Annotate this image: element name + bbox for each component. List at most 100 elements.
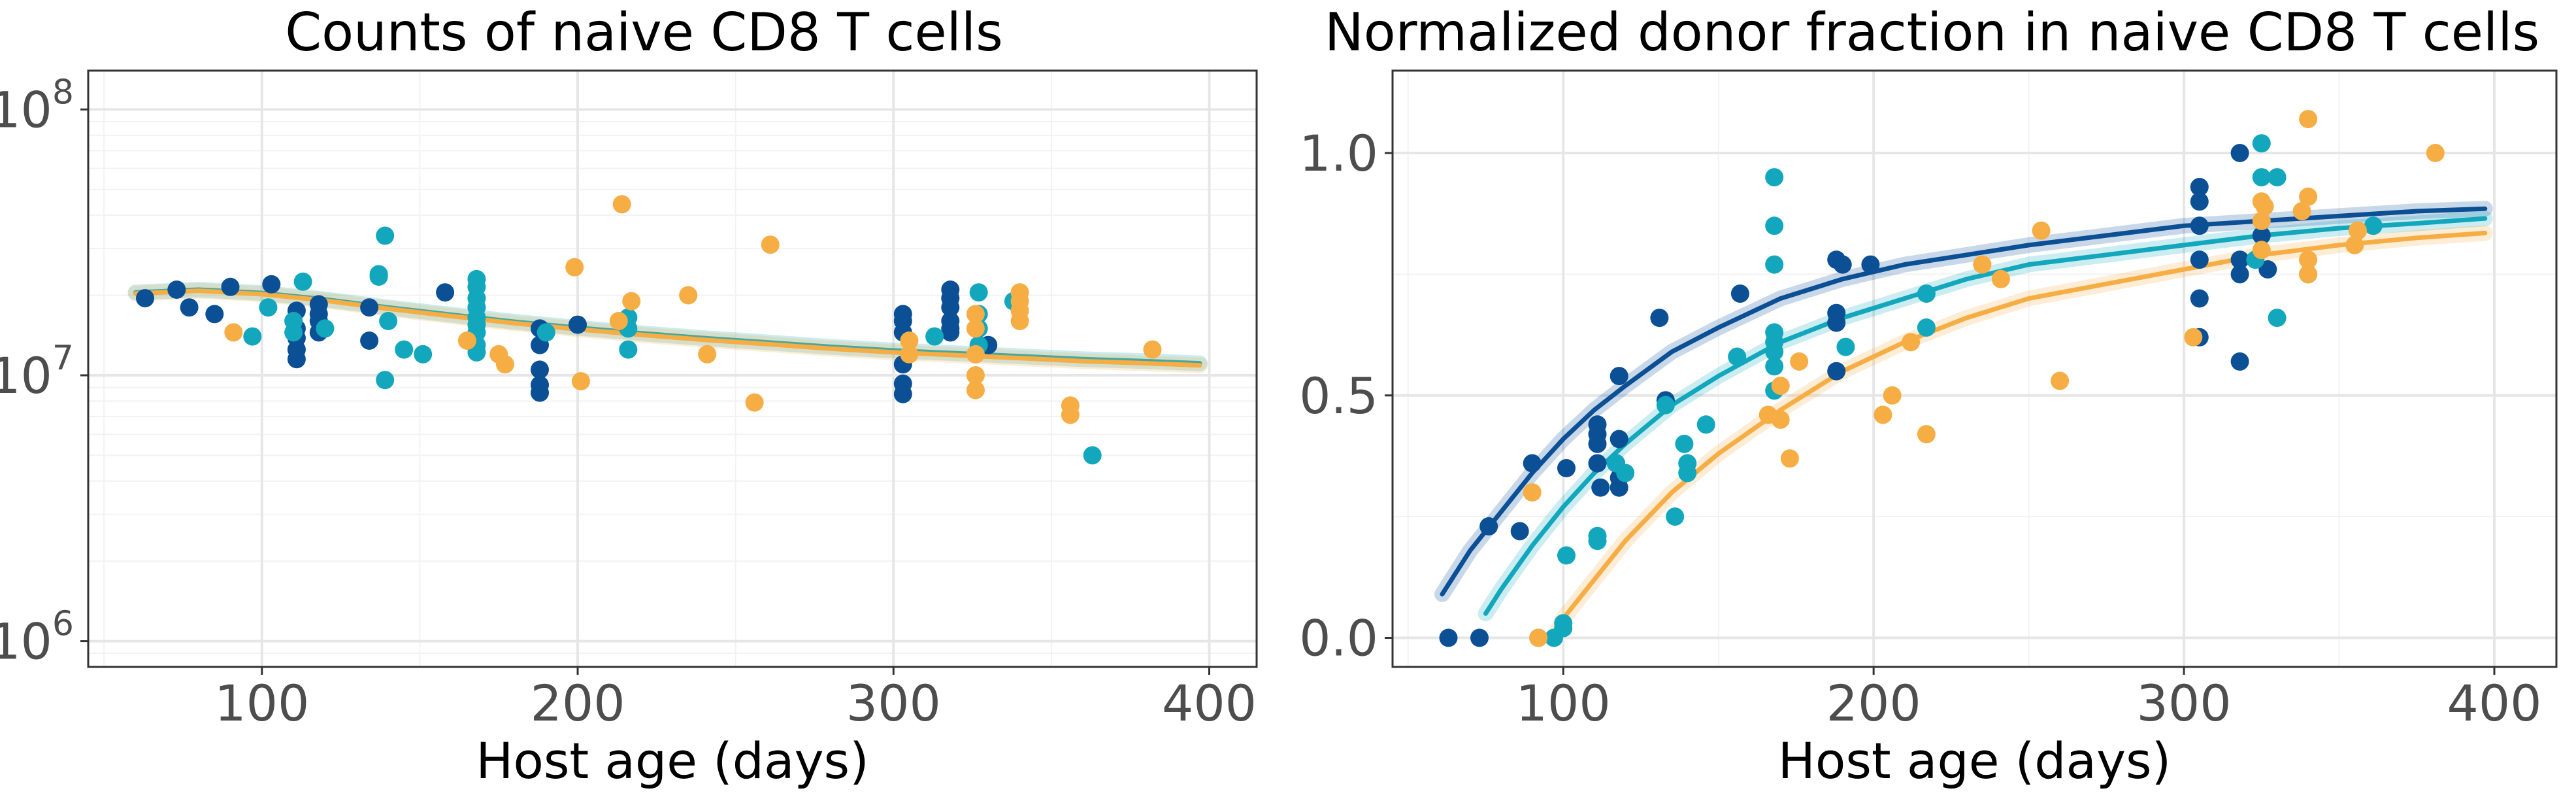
data-point-navy [2190, 216, 2209, 235]
data-point-teal [284, 323, 303, 342]
data-point-orange [457, 332, 476, 350]
data-point-teal [2364, 216, 2383, 235]
data-point-orange [2032, 221, 2051, 240]
data-point-navy [360, 332, 379, 350]
data-point-orange [1917, 425, 1936, 444]
data-point-orange [1874, 405, 1892, 424]
data-point-navy [893, 384, 912, 403]
x-tick-label: 300 [2137, 674, 2232, 732]
data-point-orange [2349, 221, 2367, 240]
grid [1393, 71, 2556, 667]
data-point-orange [495, 355, 514, 374]
data-point-teal [2252, 168, 2271, 187]
x-tick-label: 400 [2447, 674, 2541, 732]
data-point-navy [1588, 454, 1607, 473]
data-point-orange [2184, 328, 2203, 347]
data-point-teal [1557, 546, 1576, 565]
data-point-teal [1616, 464, 1635, 483]
data-point-orange [900, 332, 919, 350]
data-point-orange [565, 258, 584, 277]
data-point-orange [622, 292, 641, 311]
data-point-teal [369, 267, 388, 286]
data-point-navy [136, 289, 154, 308]
data-point-orange [966, 345, 985, 364]
data-point-orange [2252, 241, 2271, 260]
data-point-orange [571, 372, 590, 391]
y-tick-label: 1.0 [1299, 124, 1378, 182]
data-point-teal [395, 340, 414, 359]
data-point-teal [1917, 284, 1936, 303]
data-point-orange [966, 366, 985, 384]
data-point-navy [1827, 362, 1846, 381]
data-point-navy [2230, 144, 2249, 162]
data-point-navy [1827, 313, 1846, 332]
y-tick-base: 10 [0, 80, 52, 139]
data-point-navy [2230, 250, 2249, 269]
x-tick-label: 400 [1162, 674, 1257, 732]
data-point-orange [2255, 197, 2274, 216]
data-point-teal [1675, 434, 1694, 453]
data-point-teal [414, 345, 433, 364]
data-point-teal [1588, 532, 1607, 551]
x-tick-label: 200 [530, 674, 625, 732]
x-axis-title: Host age (days) [476, 732, 869, 790]
data-point-teal [537, 323, 555, 342]
data-point-orange [2252, 211, 2271, 230]
data-point-teal [2268, 168, 2287, 187]
data-point-orange [2299, 265, 2318, 284]
y-tick-label: 0.5 [1299, 367, 1378, 425]
data-point-orange [1883, 386, 1902, 405]
data-point-orange [609, 312, 628, 330]
donor-fraction-chart-panel: Normalized donor fraction in naive CD8 T… [1288, 0, 2576, 799]
y-tick-exponent: 7 [52, 339, 74, 378]
data-point-navy [531, 360, 549, 379]
data-point-teal [1678, 464, 1697, 483]
data-point-navy [2258, 260, 2277, 279]
data-point-navy [1833, 255, 1852, 274]
x-tick-label: 100 [214, 674, 309, 732]
data-point-navy [1588, 434, 1607, 453]
data-point-orange [1902, 333, 1921, 352]
data-point-teal [1917, 318, 1936, 337]
data-point-navy [287, 350, 306, 369]
data-point-teal [1554, 619, 1573, 638]
data-point-navy [1557, 459, 1576, 477]
data-point-navy [941, 323, 960, 342]
data-point-teal [1656, 396, 1675, 415]
y-tick-label: 107 [0, 339, 74, 405]
data-point-orange [2299, 110, 2318, 129]
data-point-navy [1439, 628, 1458, 647]
data-point-navy [531, 383, 549, 402]
data-point-navy [262, 275, 281, 294]
data-point-orange [1523, 483, 1542, 502]
data-point-teal [619, 340, 638, 359]
data-point-teal [1765, 168, 1784, 187]
counts-chart-panel: Counts of naive CD8 T cells 100 200 300 400… [0, 2, 1258, 790]
data-point-teal [1728, 347, 1747, 366]
plot-background [1393, 71, 2556, 667]
chart-title: Normalized donor fraction in naive CD8 T… [1324, 2, 2540, 63]
data-point-orange [1973, 255, 1992, 274]
data-points [136, 195, 1162, 465]
data-point-navy [2190, 289, 2209, 308]
x-tick-label: 200 [1826, 674, 1921, 732]
data-point-navy [1610, 367, 1628, 386]
data-point-navy [569, 315, 587, 334]
y-tick-label: 0.0 [1299, 609, 1378, 668]
y-tick-exponent: 8 [52, 73, 74, 112]
data-point-orange [2051, 371, 2070, 390]
donor-fraction-chart-svg: 100 200 300 400 0.0 0.5 1.0 Host age (days) [1299, 69, 2558, 790]
data-point-orange [1991, 269, 2010, 288]
data-point-navy [2230, 265, 2249, 284]
data-point-orange [2299, 187, 2318, 206]
data-point-orange [1143, 340, 1162, 359]
data-point-navy [1610, 430, 1628, 449]
plot-background [88, 71, 1257, 667]
data-point-navy [1591, 478, 1610, 497]
data-point-teal [316, 319, 335, 338]
data-point-teal [1836, 337, 1855, 356]
data-point-navy [1470, 628, 1489, 647]
data-point-teal [376, 371, 395, 390]
data-point-teal [1765, 216, 1784, 235]
